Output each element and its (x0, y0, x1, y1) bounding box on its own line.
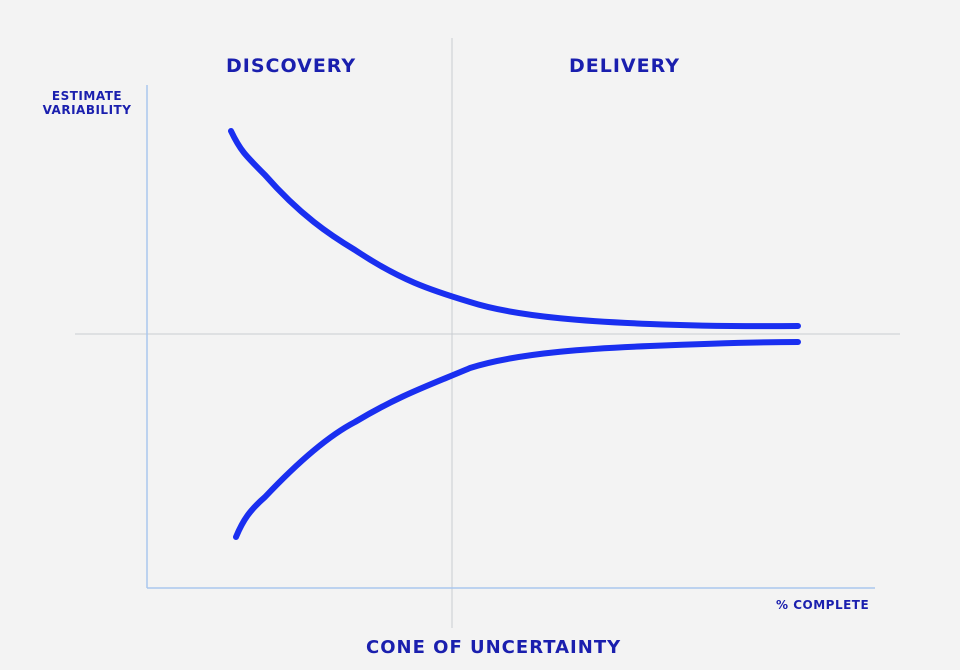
diagram-title: CONE OF UNCERTAINTY (366, 637, 622, 658)
y-axis-label-line2: VARIABILITY (42, 103, 132, 117)
phase-label-delivery: DELIVERY (569, 55, 680, 77)
upper-bound-curve (228, 128, 801, 330)
phase-label-discovery: DISCOVERY (226, 55, 357, 77)
y-axis-label: ESTIMATE VARIABILITY (36, 89, 138, 117)
x-axis-label: % COMPLETE (776, 598, 870, 612)
y-axis-label-line1: ESTIMATE (51, 89, 123, 103)
lower-bound-curve (233, 339, 801, 540)
